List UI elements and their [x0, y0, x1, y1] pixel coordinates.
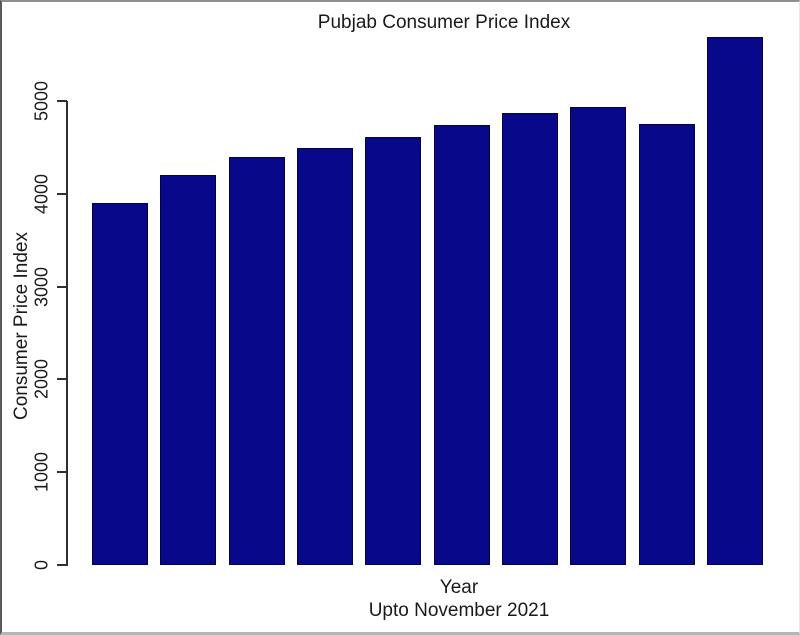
y-tick: [57, 100, 67, 102]
bar: [502, 113, 558, 565]
y-tick-label: 4000: [31, 173, 52, 214]
bar: [229, 156, 285, 565]
y-tick: [57, 285, 67, 288]
y-tick: [57, 192, 67, 195]
y-axis-title: Consumer Price Index: [11, 232, 32, 420]
y-tick: [57, 471, 67, 474]
bar: [160, 175, 216, 565]
y-tick-label: 3000: [31, 266, 52, 307]
bar: [92, 203, 148, 565]
bar: [365, 137, 421, 565]
bar: [434, 125, 490, 565]
chart-subtitle: Upto November 2021: [368, 600, 550, 621]
y-tick-label: 1000: [31, 452, 52, 493]
y-tick-label: 5000: [31, 80, 52, 122]
bar: [639, 124, 695, 565]
bar: [570, 107, 626, 565]
y-tick: [57, 378, 67, 381]
y-tick-label: 0: [31, 559, 52, 571]
bar: [707, 36, 763, 565]
y-tick-label: 2000: [31, 359, 52, 400]
bar: [297, 148, 353, 565]
y-axis-line: [66, 101, 68, 566]
chart-title: Pubjab Consumer Price Index: [317, 12, 571, 33]
y-tick: [57, 564, 67, 566]
x-axis-title: Year: [439, 577, 479, 598]
